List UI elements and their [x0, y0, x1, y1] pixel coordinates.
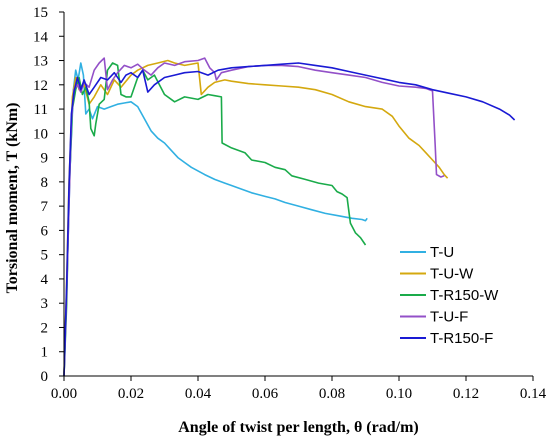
y-tick-label: 2 — [41, 320, 49, 336]
series-line-t-u-f — [63, 57, 445, 377]
series-line-t-r150-w — [63, 62, 367, 377]
y-tick-label: 5 — [41, 248, 49, 264]
legend-label-t-r150-w: T-R150-W — [430, 287, 499, 304]
y-axis-title: Torsional moment, T (kNm) — [4, 103, 21, 294]
y-tick-label: 11 — [34, 102, 48, 118]
legend-label-t-u-w: T-U-W — [430, 266, 474, 283]
y-tick-label: 9 — [41, 151, 49, 167]
y-tick-label: 6 — [41, 223, 49, 239]
y-tick-label: 14 — [33, 29, 49, 45]
axes-layer: 0.00 0.02 0.04 0.06 0.08 0.10 0.12 0.1401234567… — [33, 5, 547, 402]
series-layer — [63, 57, 516, 377]
series-line-t-u-w — [63, 59, 449, 377]
x-tick-label: 0.12 — [453, 386, 479, 402]
x-tick-label: 0.02 — [118, 386, 144, 402]
x-tick-label: 0.00 — [51, 386, 77, 402]
x-axis-title: Angle of twist per length, θ (rad/m) — [178, 419, 418, 436]
x-tick-label: 0.10 — [386, 386, 412, 402]
y-tick-label: 13 — [33, 54, 48, 70]
legend: T-U T-U-W T-R150-W T-U-F T-R150-F — [400, 244, 499, 347]
legend-label-t-r150-f: T-R150-F — [430, 330, 493, 347]
x-tick-label: 0.08 — [319, 386, 345, 402]
y-tick-label: 1 — [41, 345, 49, 361]
x-tick-label: 0.04 — [185, 386, 212, 402]
x-tick-label: 0.06 — [252, 386, 279, 402]
y-tick-label: 4 — [41, 272, 49, 288]
y-tick-label: 3 — [41, 296, 49, 312]
y-tick-label: 7 — [41, 199, 49, 215]
series-line-t-u — [63, 62, 368, 377]
y-tick-label: 12 — [33, 78, 48, 94]
legend-label-t-u-f: T-U-F — [430, 309, 468, 326]
legend-label-t-u: T-U — [430, 244, 454, 261]
y-tick-label: 15 — [33, 5, 48, 21]
series-line-t-r150-f — [63, 62, 516, 377]
y-tick-label: 0 — [41, 369, 49, 385]
y-tick-label: 8 — [41, 175, 49, 191]
x-tick-label: 0.14 — [520, 386, 547, 402]
y-tick-label: 10 — [33, 126, 48, 142]
